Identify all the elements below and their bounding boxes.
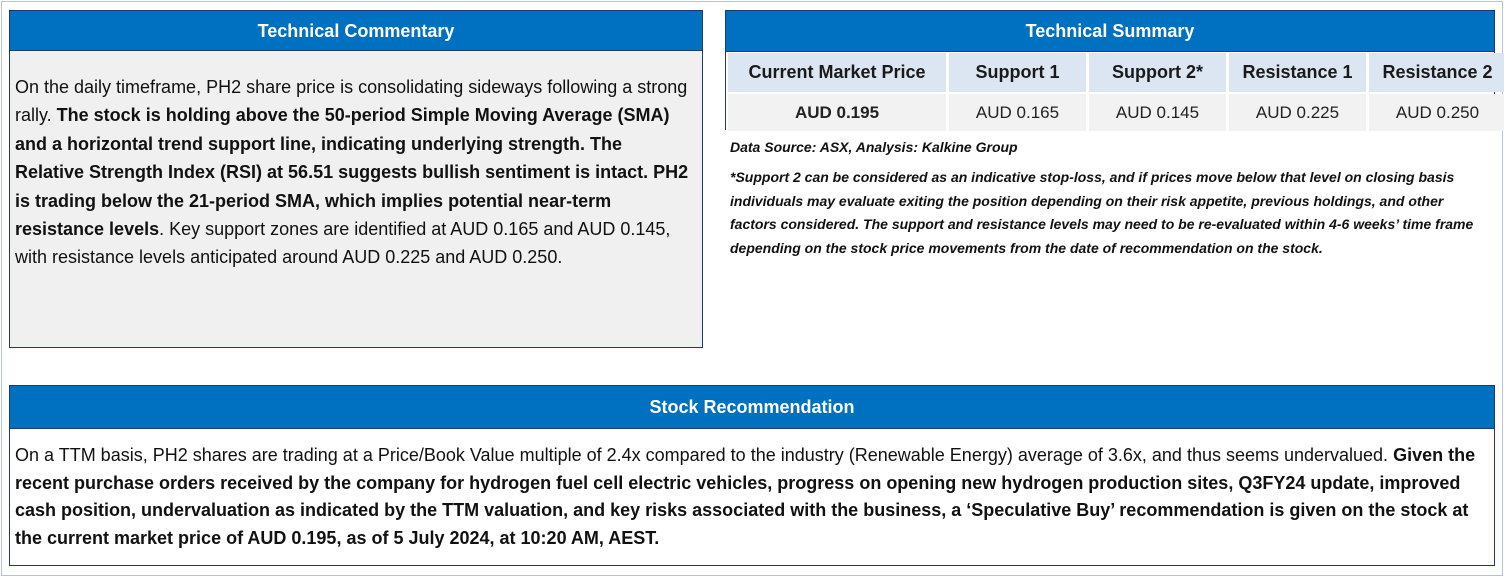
stock-recommendation-panel: Stock Recommendation On a TTM basis, PH2… [9,385,1495,566]
technical-summary-panel: Technical Summary Current Market Price S… [725,10,1504,131]
commentary-text-highlight: The stock is holding above the 50-period… [15,105,689,240]
stop-loss-disclaimer: *Support 2 can be considered as an indic… [730,169,1474,256]
stock-recommendation-text: On a TTM basis, PH2 shares are trading a… [10,429,1494,552]
header-resistance-2: Resistance 2 [1369,53,1504,92]
value-support-2: AUD 0.145 [1089,94,1226,131]
technical-summary-table: Current Market Price Support 1 Support 2… [726,53,1504,131]
commentary-text-levels: . Key support zones are identified at AU… [15,219,671,268]
value-resistance-1: AUD 0.225 [1229,94,1366,131]
technical-commentary-title: Technical Commentary [10,11,702,51]
summary-notes: Data Source: ASX, Analysis: Kalkine Grou… [730,137,1492,260]
header-support-1: Support 1 [949,53,1086,92]
header-support-2: Support 2* [1089,53,1226,92]
technical-summary-title: Technical Summary [726,11,1494,52]
header-resistance-1: Resistance 1 [1229,53,1366,92]
value-resistance-2: AUD 0.250 [1369,94,1504,131]
data-source-note: Data Source: ASX, Analysis: Kalkine Grou… [730,139,1018,155]
value-current-market-price: AUD 0.195 [728,94,946,131]
value-support-1: AUD 0.165 [949,94,1086,131]
technical-commentary-panel: Technical Commentary On the daily timefr… [9,10,703,348]
recommendation-text-valuation: On a TTM basis, PH2 shares are trading a… [15,445,1394,465]
technical-commentary-text: On the daily timeframe, PH2 share price … [10,51,702,272]
commentary-text-intro: On the daily timeframe, PH2 share price … [15,77,688,126]
header-current-market-price: Current Market Price [728,53,946,92]
recommendation-text-highlight: Given the recent purchase orders receive… [15,445,1476,548]
stock-recommendation-title: Stock Recommendation [10,386,1494,429]
